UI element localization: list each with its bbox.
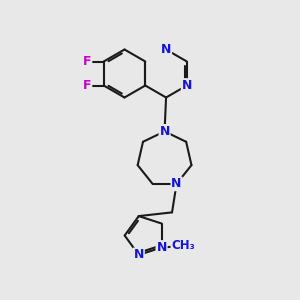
Text: N: N (171, 177, 182, 190)
Text: N: N (161, 43, 171, 56)
Text: N: N (134, 248, 144, 261)
Text: F: F (83, 79, 92, 92)
Text: N: N (182, 79, 192, 92)
Text: CH₃: CH₃ (171, 239, 195, 253)
Text: F: F (83, 55, 92, 68)
Text: N: N (156, 241, 167, 254)
Text: N: N (159, 125, 170, 138)
